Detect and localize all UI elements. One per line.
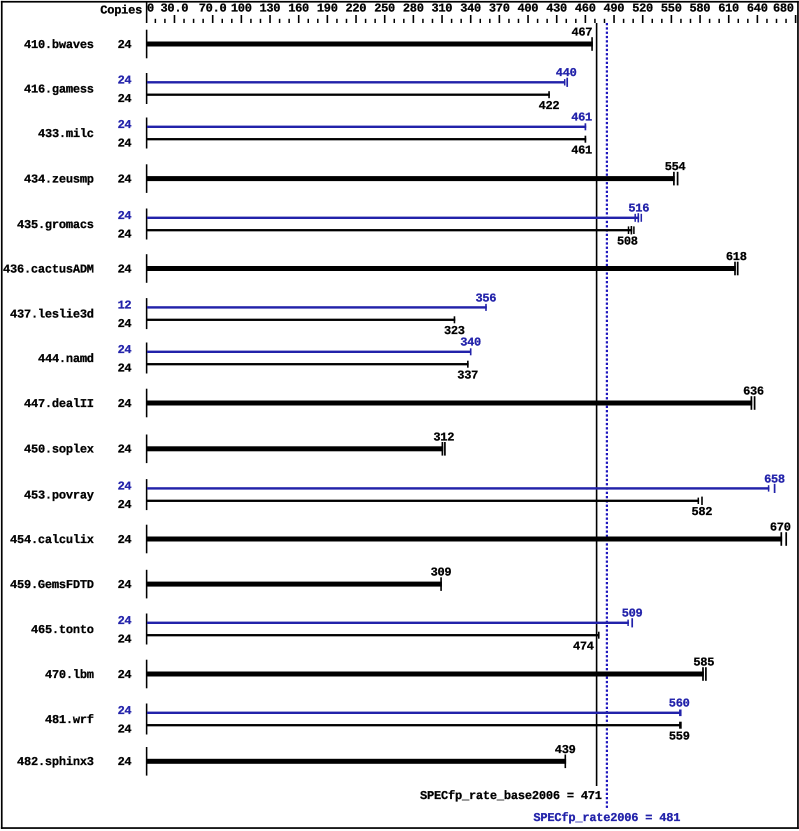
svg-text:430: 430 [546,2,567,16]
svg-text:SPECfp_rate2006 = 481: SPECfp_rate2006 = 481 [533,811,680,825]
svg-text:680: 680 [773,2,794,16]
svg-text:24: 24 [118,209,132,223]
svg-text:340: 340 [460,2,481,16]
svg-text:447.dealII: 447.dealII [24,397,94,411]
svg-text:459.GemsFDTD: 459.GemsFDTD [10,578,94,592]
svg-text:516: 516 [628,202,649,216]
svg-text:560: 560 [669,697,690,711]
svg-text:0: 0 [147,2,154,16]
svg-text:453.povray: 453.povray [24,489,94,503]
svg-text:250: 250 [374,2,395,16]
svg-text:356: 356 [476,291,497,305]
svg-text:24: 24 [118,38,132,52]
svg-text:618: 618 [726,250,747,264]
svg-text:474: 474 [573,640,594,654]
svg-text:439: 439 [555,743,576,757]
svg-text:190: 190 [317,2,338,16]
svg-text:24: 24 [118,92,132,106]
svg-text:370: 370 [489,2,510,16]
svg-text:508: 508 [617,235,638,249]
svg-text:24: 24 [118,614,132,628]
svg-text:24: 24 [118,443,132,457]
svg-text:582: 582 [692,505,713,519]
svg-text:465.tonto: 465.tonto [31,623,94,637]
svg-text:410.bwaves: 410.bwaves [24,38,94,52]
svg-text:580: 580 [690,2,711,16]
svg-text:160: 160 [288,2,309,16]
svg-text:467: 467 [572,26,593,40]
svg-text:280: 280 [403,2,424,16]
svg-text:24: 24 [118,578,132,592]
svg-text:24: 24 [118,343,132,357]
svg-text:520: 520 [632,2,653,16]
svg-text:24: 24 [118,73,132,87]
svg-text:461: 461 [571,144,592,158]
svg-text:509: 509 [622,607,643,621]
svg-text:554: 554 [665,160,686,174]
svg-text:100: 100 [231,2,252,16]
svg-text:24: 24 [118,498,132,512]
svg-text:658: 658 [764,472,785,486]
svg-text:670: 670 [770,521,791,535]
svg-text:481.wrf: 481.wrf [45,713,94,727]
svg-text:24: 24 [118,480,132,494]
svg-text:433.milc: 433.milc [38,127,94,141]
svg-text:454.calculix: 454.calculix [10,533,94,547]
svg-text:422: 422 [539,99,560,113]
svg-text:550: 550 [661,2,682,16]
svg-text:220: 220 [346,2,367,16]
svg-text:435.gromacs: 435.gromacs [17,218,94,232]
svg-text:Copies: Copies [100,4,142,18]
svg-text:24: 24 [118,668,132,682]
svg-text:309: 309 [431,566,452,580]
svg-text:24: 24 [118,704,132,718]
svg-text:437.leslie3d: 437.leslie3d [10,308,94,322]
svg-text:12: 12 [118,299,132,313]
svg-text:24: 24 [118,136,132,150]
svg-text:130: 130 [260,2,281,16]
svg-text:340: 340 [460,336,481,350]
svg-text:640: 640 [747,2,768,16]
svg-text:24: 24 [118,632,132,646]
svg-text:490: 490 [604,2,625,16]
svg-text:559: 559 [669,730,690,744]
svg-text:24: 24 [118,262,132,276]
svg-text:337: 337 [457,369,478,383]
svg-text:70.0: 70.0 [199,2,227,16]
svg-text:585: 585 [693,656,714,670]
svg-text:610: 610 [718,2,739,16]
svg-text:24: 24 [118,361,132,375]
svg-text:24: 24 [118,317,132,331]
svg-text:636: 636 [743,385,764,399]
svg-text:400: 400 [518,2,539,16]
svg-text:24: 24 [118,227,132,241]
svg-text:24: 24 [118,722,132,736]
svg-text:460: 460 [575,2,596,16]
svg-text:440: 440 [556,66,577,80]
svg-text:24: 24 [118,397,132,411]
svg-text:416.gamess: 416.gamess [24,82,94,96]
svg-text:323: 323 [444,324,465,338]
svg-text:470.lbm: 470.lbm [45,668,94,682]
svg-text:444.namd: 444.namd [38,352,94,366]
svg-text:30.0: 30.0 [161,2,189,16]
svg-text:24: 24 [118,533,132,547]
svg-text:24: 24 [118,118,132,132]
svg-text:436.cactusADM: 436.cactusADM [3,262,94,276]
svg-text:24: 24 [118,173,132,187]
svg-text:450.soplex: 450.soplex [24,443,94,457]
svg-text:312: 312 [433,430,454,444]
svg-text:461: 461 [571,111,592,125]
svg-text:24: 24 [118,755,132,769]
svg-text:434.zeusmp: 434.zeusmp [24,173,94,187]
svg-text:482.sphinx3: 482.sphinx3 [17,755,94,769]
svg-text:SPECfp_rate_base2006 = 471: SPECfp_rate_base2006 = 471 [420,789,602,803]
svg-text:310: 310 [432,2,453,16]
